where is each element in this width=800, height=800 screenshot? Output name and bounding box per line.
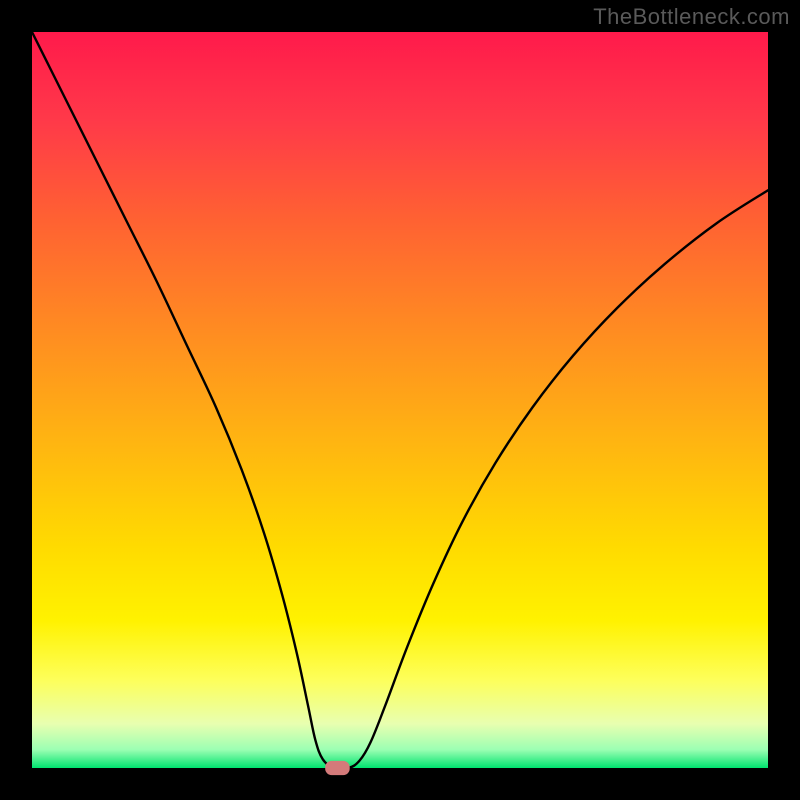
chart-container: TheBottleneck.com: [0, 0, 800, 800]
plot-background: [32, 32, 768, 768]
watermark-text: TheBottleneck.com: [593, 4, 790, 30]
optimum-marker: [326, 761, 350, 774]
bottleneck-chart: [0, 0, 800, 800]
